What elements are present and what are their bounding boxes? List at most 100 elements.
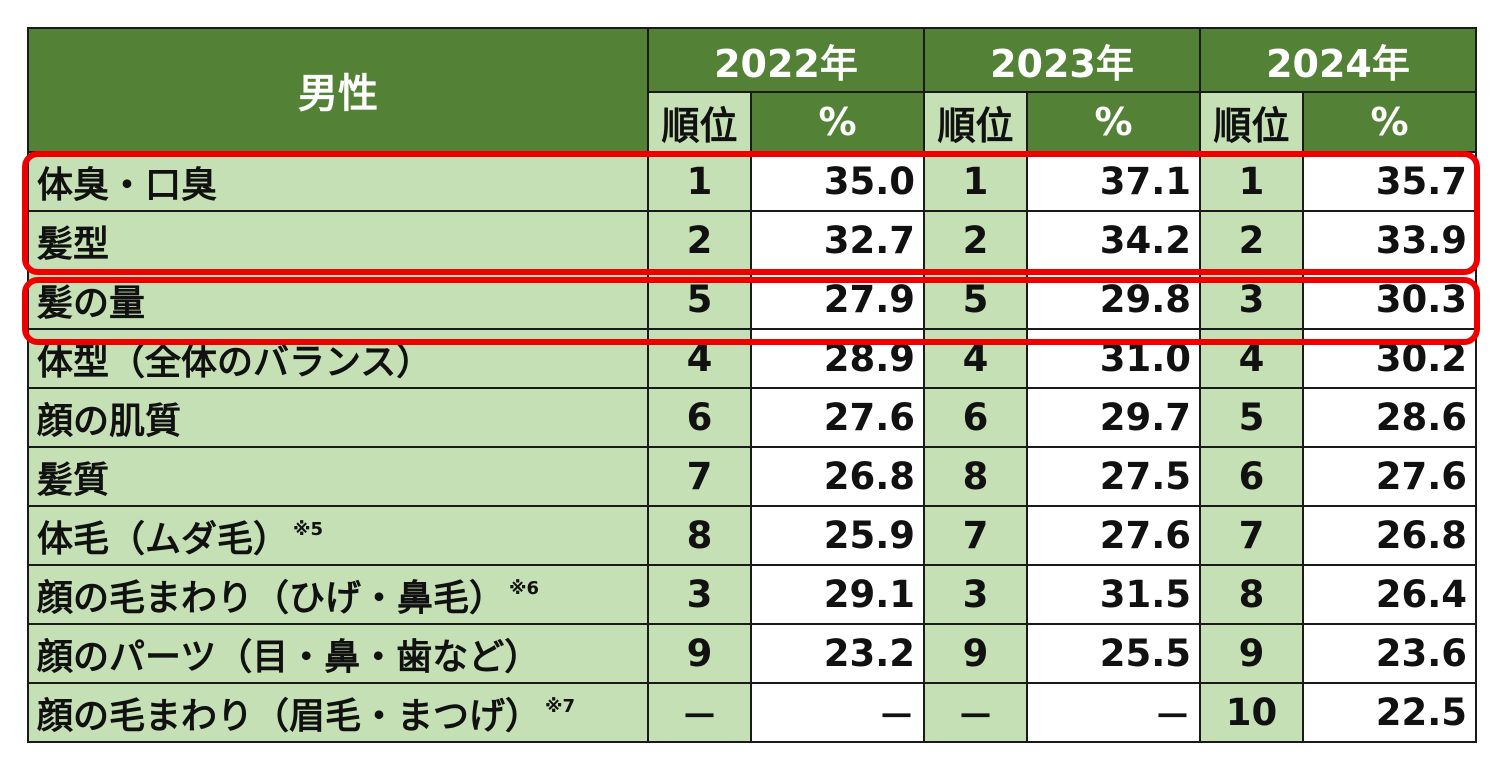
rank-cell: 9 — [647, 623, 752, 684]
year-header-2022: 2022年 — [647, 27, 925, 93]
percent-cell: 35.0 — [750, 151, 925, 212]
percent-cell: 26.4 — [1302, 564, 1477, 625]
percent-cell: 34.2 — [1026, 210, 1201, 271]
item-cell: 体毛（ムダ毛） ※5 — [27, 505, 649, 566]
percent-cell: 23.2 — [750, 623, 925, 684]
item-column-header: 男性 — [27, 27, 649, 153]
percent-cell: 29.7 — [1026, 387, 1201, 448]
table-row: 髪型 2 32.7 2 34.2 2 33.9 — [27, 210, 1477, 271]
table-row: 顔の毛まわり（眉毛・まつげ） ※7 －－－－ 10 22.5 — [27, 682, 1477, 743]
item-cell: 髪型 — [27, 210, 649, 271]
percent-cell: 26.8 — [750, 446, 925, 507]
percent-cell: 32.7 — [750, 210, 925, 271]
rank-cell: 4 — [647, 328, 752, 389]
item-cell: 体臭・口臭 — [27, 151, 649, 212]
rank-cell: 2 — [647, 210, 752, 271]
percent-cell: 33.9 — [1302, 210, 1477, 271]
item-cell: 顔の肌質 — [27, 387, 649, 448]
percent-cell: 37.1 — [1026, 151, 1201, 212]
rank-cell: 6 — [923, 387, 1028, 448]
rank-cell: 4 — [923, 328, 1028, 389]
rank-cell: 2 — [923, 210, 1028, 271]
item-label: 体毛（ムダ毛） — [37, 518, 290, 560]
item-cell: 顔の毛まわり（眉毛・まつげ） ※7 — [27, 682, 649, 743]
percent-cell: 28.6 — [1302, 387, 1477, 448]
item-cell: 髪質 — [27, 446, 649, 507]
footnote-marker: ※6 — [509, 577, 540, 599]
pct-header: % — [1302, 91, 1477, 153]
item-cell: 髪の量 — [27, 269, 649, 330]
percent-cell: 27.6 — [1302, 446, 1477, 507]
rank-cell: － — [647, 682, 752, 743]
year-header-2024: 2024年 — [1199, 27, 1477, 93]
rank-cell: 5 — [647, 269, 752, 330]
table-row: 体型（全体のバランス） 4 28.9 4 31.0 4 30.2 — [27, 328, 1477, 389]
rank-header: 順位 — [923, 91, 1028, 153]
rank-cell: 7 — [923, 505, 1028, 566]
rank-header: 順位 — [1199, 91, 1304, 153]
rank-cell: 7 — [647, 446, 752, 507]
percent-cell: － — [750, 682, 925, 743]
percent-cell: 27.6 — [1026, 505, 1201, 566]
rank-cell: 10 — [1199, 682, 1304, 743]
rank-cell: 3 — [923, 564, 1028, 625]
percent-cell: 29.8 — [1026, 269, 1201, 330]
pct-header: % — [1026, 91, 1201, 153]
rank-cell: 9 — [1199, 623, 1304, 684]
percent-cell: 25.9 — [750, 505, 925, 566]
rank-header: 順位 — [647, 91, 752, 153]
rank-cell: 8 — [923, 446, 1028, 507]
rank-cell: 3 — [647, 564, 752, 625]
table-row: 顔の肌質 6 27.6 6 29.7 5 28.6 — [27, 387, 1477, 448]
pct-header: % — [750, 91, 925, 153]
item-label: 顔の肌質 — [37, 400, 182, 442]
rank-cell: 5 — [923, 269, 1028, 330]
rank-cell: 3 — [1199, 269, 1304, 330]
percent-cell: 27.9 — [750, 269, 925, 330]
rank-cell: 6 — [647, 387, 752, 448]
item-label: 髪の量 — [37, 282, 146, 324]
item-cell: 顔のパーツ（目・鼻・歯など） — [27, 623, 649, 684]
rank-cell: － — [923, 682, 1028, 743]
table-row: 髪質 7 26.8 8 27.5 6 27.6 — [27, 446, 1477, 507]
item-cell: 体型（全体のバランス） — [27, 328, 649, 389]
rank-cell: 5 — [1199, 387, 1304, 448]
item-label: 体型（全体のバランス） — [37, 341, 433, 383]
table-row: 顔のパーツ（目・鼻・歯など） 9 23.2 9 25.5 9 23.6 — [27, 623, 1477, 684]
rank-cell: 1 — [647, 151, 752, 212]
percent-cell: － — [1026, 682, 1201, 743]
rank-cell: 9 — [923, 623, 1028, 684]
percent-cell: 28.9 — [750, 328, 925, 389]
percent-cell: 31.5 — [1026, 564, 1201, 625]
ranking-table: 男性 2022年 2023年 2024年 順位 % 順位 % 順位 % 体臭・口… — [27, 27, 1477, 743]
item-label: 顔のパーツ（目・鼻・歯など） — [37, 636, 541, 678]
rank-cell: 8 — [1199, 564, 1304, 625]
ranking-table-container: 男性 2022年 2023年 2024年 順位 % 順位 % 順位 % 体臭・口… — [27, 27, 1477, 743]
item-label: 髪質 — [37, 459, 110, 501]
footnote-marker: ※5 — [293, 518, 324, 540]
item-cell: 顔の毛まわり（ひげ・鼻毛） ※6 — [27, 564, 649, 625]
table-row: 体毛（ムダ毛） ※5 8 25.9 7 27.6 7 26.8 — [27, 505, 1477, 566]
percent-cell: 25.5 — [1026, 623, 1201, 684]
table-row: 顔の毛まわり（ひげ・鼻毛） ※6 3 29.1 3 31.5 8 26.4 — [27, 564, 1477, 625]
item-label: 顔の毛まわり（眉毛・まつげ） — [37, 695, 542, 737]
rank-cell: 1 — [923, 151, 1028, 212]
percent-cell: 22.5 — [1302, 682, 1477, 743]
percent-cell: 23.6 — [1302, 623, 1477, 684]
table-row: 髪の量 5 27.9 5 29.8 3 30.3 — [27, 269, 1477, 330]
rank-cell: 2 — [1199, 210, 1304, 271]
percent-cell: 35.7 — [1302, 151, 1477, 212]
percent-cell: 30.2 — [1302, 328, 1477, 389]
percent-cell: 29.1 — [750, 564, 925, 625]
rank-cell: 1 — [1199, 151, 1304, 212]
percent-cell: 26.8 — [1302, 505, 1477, 566]
rank-cell: 6 — [1199, 446, 1304, 507]
rank-cell: 4 — [1199, 328, 1304, 389]
footnote-marker: ※7 — [545, 695, 576, 717]
percent-cell: 27.6 — [750, 387, 925, 448]
percent-cell: 30.3 — [1302, 269, 1477, 330]
year-header-2023: 2023年 — [923, 27, 1201, 93]
rank-cell: 8 — [647, 505, 752, 566]
percent-cell: 31.0 — [1026, 328, 1201, 389]
rank-cell: 7 — [1199, 505, 1304, 566]
